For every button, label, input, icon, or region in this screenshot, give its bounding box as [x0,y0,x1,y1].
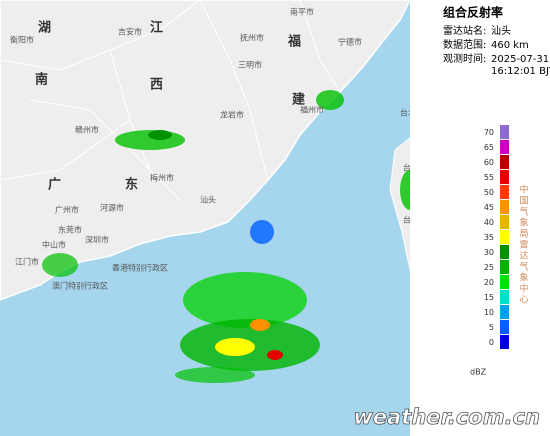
info-value: 2025-07-31 [491,54,549,65]
legend-swatch [500,125,509,139]
legend-swatch [500,200,509,214]
legend-label: 10 [484,308,494,317]
info-value: 16:12:01 BJT [491,66,550,77]
city-label: 抚州市 [240,33,264,43]
province-label: 东 [125,177,138,193]
province-label: 广 [48,177,61,193]
legend-swatch [500,335,509,349]
province-label: 福 [287,34,301,50]
borders [0,0,341,201]
legend-swatch [500,320,509,334]
city-label: 澳门特别行政区 [52,281,108,291]
legend-label: 50 [484,188,494,197]
legend-swatch [500,260,509,274]
city-label: 梅州市 [150,173,174,183]
city-label: 宁德市 [338,37,362,47]
legend-swatch [500,290,509,304]
province-label: 西 [150,78,163,93]
info-value: 汕头 [491,25,511,37]
legend-label: 20 [484,278,494,287]
legend-swatch [500,230,509,244]
info-label: 观测时间: [443,52,486,65]
city-label: 东莞市 [58,225,82,235]
city-label: 河源市 [100,203,124,213]
legend-label: 15 [484,293,494,302]
city-label: 吉安市 [118,27,142,37]
legend-label: 25 [484,263,494,272]
city-label: 三明市 [238,60,262,70]
legend-unit: dBZ [470,368,487,377]
info-label: 雷达站名: [443,24,486,37]
city-label: 汕头 [200,195,216,205]
legend-swatch [500,245,509,259]
echoes [42,90,420,383]
city-label: 香港特别行政区 [112,263,168,273]
legend-swatch [500,170,509,184]
legend-swatch [500,215,509,229]
legend-swatch [500,275,509,289]
province-label: 南 [35,72,48,88]
legend-swatch [500,305,509,319]
legend-label: 60 [484,158,494,167]
legend-label: 70 [484,128,494,137]
legend-swatch [500,140,509,154]
legend-label: 35 [484,233,494,242]
province-label: 建 [292,92,305,108]
legend-label: 40 [484,218,494,227]
city-label: 深圳市 [85,235,109,245]
province-label: 江 [150,20,163,36]
city-label: 赣州市 [75,125,99,135]
legend-swatch [500,185,509,199]
legend-swatch [500,155,509,169]
city-label: 中山市 [42,240,66,250]
legend-label: 45 [484,203,494,212]
city-label: 南平市 [290,7,314,17]
legend-label: 30 [484,248,494,257]
agency: 中国气象局雷达气象中心 [518,183,529,305]
city-label: 福州市 [300,105,324,115]
legend-label: 5 [489,323,494,332]
city-label: 衡阳市 [10,35,34,45]
info-value: 460 km [491,40,529,51]
info-label: 数据范围: [443,38,486,51]
city-label: 江门市 [15,257,39,267]
title: 组合反射率 [443,5,503,20]
city-label: 龙岩市 [220,110,244,120]
legend-label: 0 [489,338,494,347]
province-label: 湖 [38,21,51,36]
watermark: weather.com.cn [353,405,540,429]
side-panel [410,0,550,436]
legend-label: 65 [484,143,494,152]
city-label: 广州市 [55,205,79,215]
legend-label: 55 [484,173,494,182]
